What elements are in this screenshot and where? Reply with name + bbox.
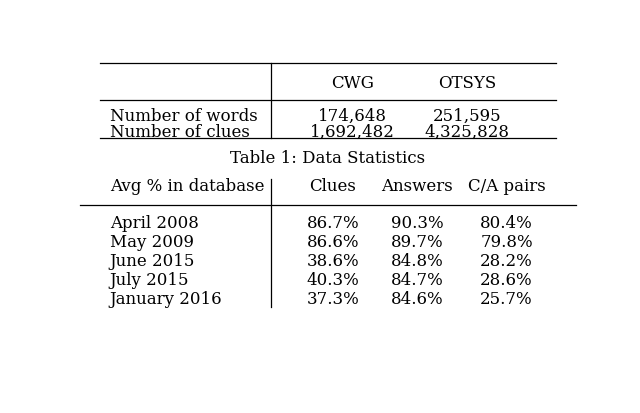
Text: July 2015: July 2015 [110,272,189,289]
Text: 84.7%: 84.7% [391,272,444,289]
Text: 4,325,828: 4,325,828 [424,124,509,141]
Text: CWG: CWG [332,74,374,91]
Text: 90.3%: 90.3% [391,214,444,231]
Text: C/A pairs: C/A pairs [468,178,545,195]
Text: Number of clues: Number of clues [110,124,250,141]
Text: 174,648: 174,648 [318,108,387,125]
Text: 28.6%: 28.6% [480,272,533,289]
Text: May 2009: May 2009 [110,233,194,250]
Text: 79.8%: 79.8% [480,233,533,250]
Text: 84.8%: 84.8% [391,253,444,270]
Text: Table 1: Data Statistics: Table 1: Data Statistics [230,149,426,166]
Text: Avg % in database: Avg % in database [110,178,264,195]
Text: Number of words: Number of words [110,108,257,125]
Text: June 2015: June 2015 [110,253,195,270]
Text: 28.2%: 28.2% [480,253,533,270]
Text: 1,692,482: 1,692,482 [310,124,396,141]
Text: 40.3%: 40.3% [307,272,359,289]
Text: 89.7%: 89.7% [391,233,444,250]
Text: 37.3%: 37.3% [307,291,359,308]
Text: 86.7%: 86.7% [307,214,359,231]
Text: 25.7%: 25.7% [480,291,533,308]
Text: 251,595: 251,595 [433,108,501,125]
Text: January 2016: January 2016 [110,291,222,308]
Text: OTSYS: OTSYS [438,74,496,91]
Text: 84.6%: 84.6% [391,291,444,308]
Text: Answers: Answers [381,178,453,195]
Text: 86.6%: 86.6% [307,233,359,250]
Text: Clues: Clues [310,178,356,195]
Text: April 2008: April 2008 [110,214,198,231]
Text: 38.6%: 38.6% [307,253,359,270]
Text: 80.4%: 80.4% [480,214,533,231]
